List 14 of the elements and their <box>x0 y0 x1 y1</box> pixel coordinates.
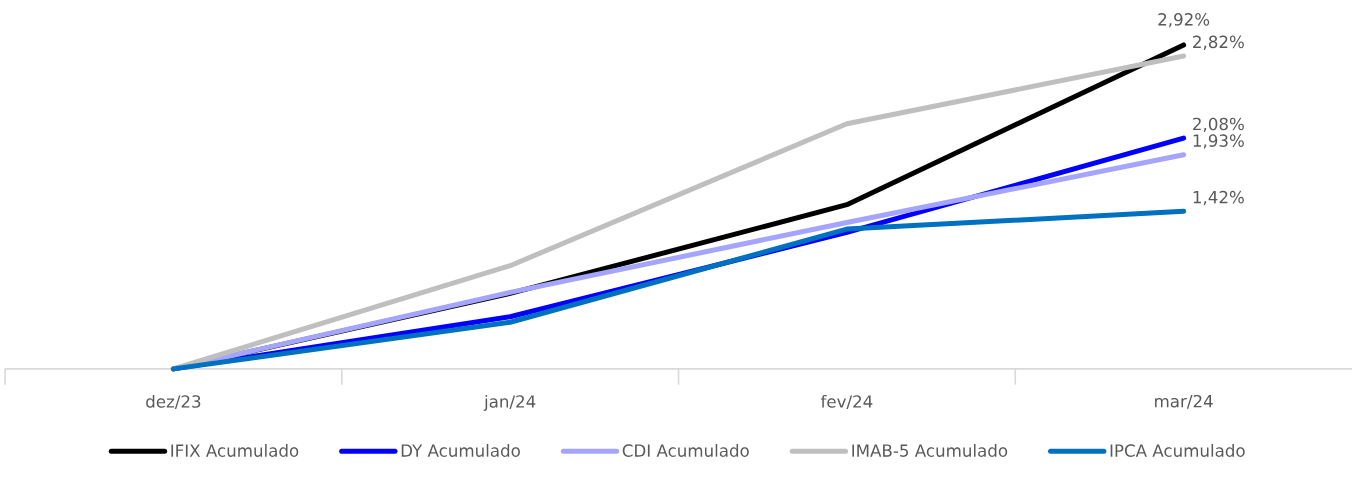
data-label: 1,93% <box>1193 134 1244 149</box>
data-label: 2,08% <box>1193 117 1244 132</box>
data-label: 1,42% <box>1193 190 1244 206</box>
x-tick-label: dez/23 <box>146 394 201 410</box>
data-label: 2,82% <box>1193 35 1244 50</box>
legend-label: IPCA Acumulado <box>1110 443 1245 457</box>
data-label: 2,92% <box>1158 13 1210 28</box>
legend-label: CDI Acumulado <box>622 443 749 457</box>
x-tick-label: jan/24 <box>483 394 536 412</box>
legend-label: IMAB-5 Acumulado <box>852 443 1008 457</box>
x-tick-label: fev/24 <box>820 394 873 410</box>
legend-label: DY Acumulado <box>401 443 520 457</box>
x-tick-label: mar/24 <box>1155 394 1213 409</box>
legend-label: IFIX Acumulado <box>171 443 299 457</box>
